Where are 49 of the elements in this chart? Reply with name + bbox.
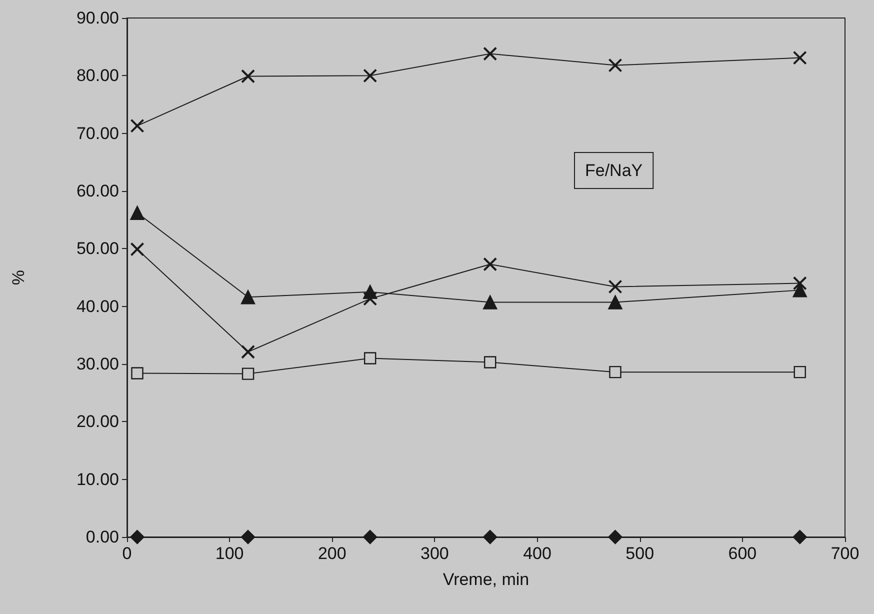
y-tick-label: 10.00	[76, 470, 119, 489]
x-tick-label: 400	[523, 544, 552, 563]
x-tick-label: 0	[122, 544, 132, 563]
point	[608, 295, 622, 310]
point	[794, 366, 806, 378]
point	[483, 530, 498, 544]
point	[130, 242, 144, 256]
point	[240, 530, 256, 544]
y-tick-label: 0.00	[86, 528, 119, 546]
x-tick-label: 500	[626, 544, 654, 563]
point	[608, 530, 622, 544]
point	[130, 530, 144, 544]
point	[483, 257, 498, 272]
point	[792, 50, 807, 65]
point	[241, 69, 256, 84]
y-tick-label: 20.00	[76, 412, 119, 432]
y-tick-label: 80.00	[76, 66, 119, 86]
point	[608, 58, 622, 72]
point	[483, 46, 498, 61]
point	[792, 276, 807, 290]
point	[131, 367, 144, 380]
point	[130, 118, 144, 133]
y-tick-label: 60.00	[76, 182, 119, 200]
point	[242, 368, 254, 380]
point	[792, 283, 807, 298]
y-axis-title: %	[9, 270, 28, 286]
x-tick-label: 100	[215, 544, 244, 563]
y-tick-label: 70.00	[76, 124, 119, 143]
x-tick-label: 200	[318, 544, 346, 563]
x-tick-label: 300	[420, 544, 449, 563]
point	[792, 530, 807, 544]
point	[240, 290, 256, 304]
point	[363, 68, 378, 83]
point	[364, 352, 376, 364]
point	[130, 206, 144, 220]
point	[609, 366, 622, 378]
point	[483, 295, 498, 310]
point	[241, 344, 256, 359]
point	[362, 530, 378, 544]
x-tick-label: 600	[728, 544, 757, 563]
annotation: Fe/NaY	[585, 161, 643, 180]
y-tick-label: 90.00	[76, 8, 119, 28]
y-tick-label: 50.00	[76, 239, 119, 258]
point	[608, 280, 622, 294]
x-axis-title: Vreme, min	[442, 570, 530, 589]
point	[484, 356, 496, 368]
x-tick-label: 700	[830, 544, 860, 563]
y-tick-label: 40.00	[76, 296, 119, 316]
y-tick-label: 30.00	[76, 354, 119, 374]
